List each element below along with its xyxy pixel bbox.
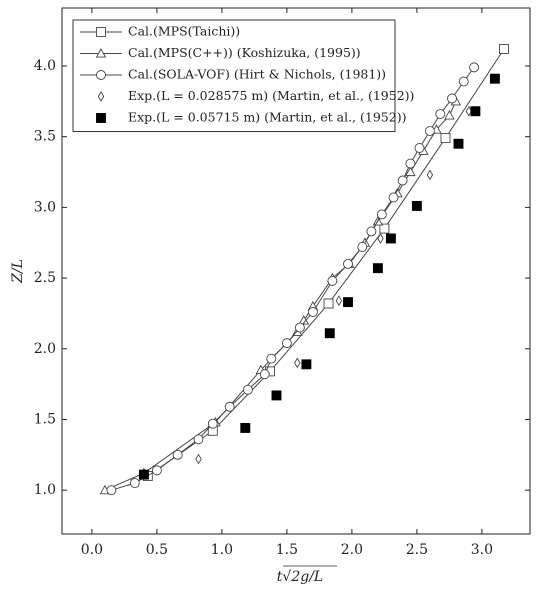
x-tick-label: 1.5	[276, 542, 298, 558]
data-point	[224, 401, 235, 412]
data-point	[301, 359, 312, 370]
data-point	[426, 169, 434, 181]
data-point	[323, 298, 334, 309]
data-point	[106, 485, 117, 496]
data-point	[388, 192, 399, 203]
data-point	[307, 307, 318, 317]
y-tick-label: 2.5	[34, 270, 56, 286]
y-tick-label: 3.0	[34, 199, 56, 215]
data-point	[499, 44, 509, 54]
data-point	[458, 76, 469, 87]
data-point	[281, 338, 292, 349]
y-tick-label: 1.5	[34, 411, 56, 427]
x-axis-label: t√2g/L	[277, 569, 323, 585]
y-tick-label: 1.0	[34, 482, 56, 498]
y-tick-label: 2.0	[34, 341, 56, 357]
legend-box	[72, 19, 396, 132]
x-tick-label: 3.0	[471, 542, 493, 558]
data-point	[405, 158, 416, 169]
data-point	[397, 175, 408, 186]
x-tick-label: 0.5	[146, 542, 168, 558]
data-point	[357, 242, 368, 252]
data-point	[138, 469, 149, 480]
legend-label: Cal.(MPS(Taichi))	[128, 24, 240, 39]
data-point	[343, 258, 353, 269]
data-point	[129, 478, 140, 489]
data-point	[151, 465, 162, 476]
x-tick-label: 2.5	[406, 542, 428, 558]
legend-label: Exp.(L = 0.028575 m) (Martin, et al., (1…	[128, 88, 414, 103]
series-line	[104, 101, 457, 491]
x-tick-label: 0.0	[81, 542, 103, 558]
data-point	[266, 353, 277, 364]
data-point	[195, 453, 202, 465]
data-point	[193, 434, 204, 445]
data-point	[366, 226, 377, 237]
legend-label: Cal.(SOLA-VOF) (Hirt & Nichols, (1981))	[128, 67, 386, 82]
data-point	[335, 295, 343, 307]
data-point	[271, 390, 282, 401]
data-point	[207, 418, 218, 429]
legend-marker	[97, 91, 105, 102]
data-point	[435, 109, 446, 119]
data-point	[411, 201, 422, 211]
data-point	[343, 297, 353, 308]
data-point	[469, 62, 480, 73]
x-tick-label: 2.0	[341, 542, 363, 558]
data-point	[327, 275, 338, 286]
legend-marker	[96, 27, 106, 37]
data-point	[414, 143, 425, 153]
data-point	[440, 133, 451, 144]
data-point	[242, 384, 253, 395]
data-point	[294, 357, 301, 369]
y-tick-label: 3.5	[34, 129, 56, 145]
data-point	[489, 73, 500, 84]
data-point	[377, 233, 384, 244]
data-point	[324, 328, 335, 339]
data-point	[447, 93, 457, 104]
data-point	[172, 449, 183, 460]
y-tick-label: 4.0	[34, 58, 56, 74]
data-point	[294, 322, 305, 333]
data-point	[259, 369, 270, 380]
plot-frame	[61, 7, 531, 535]
data-point	[372, 263, 383, 274]
data-point	[424, 126, 435, 136]
data-point	[444, 110, 455, 120]
data-point	[376, 209, 387, 220]
x-tick-label: 1.0	[211, 542, 233, 558]
legend-label: Cal.(MPS(C++)) (Koshizuka, (1995))	[128, 45, 361, 60]
data-point	[470, 106, 481, 117]
data-point	[379, 223, 390, 234]
legend-label: Exp.(L = 0.05715 m) (Martin, et al., (19…	[128, 110, 406, 125]
y-axis-label: Z/L	[10, 259, 26, 284]
legend-marker	[96, 113, 106, 123]
data-point	[453, 138, 464, 149]
data-point	[240, 423, 251, 433]
data-point	[405, 166, 416, 177]
data-point	[385, 233, 396, 244]
legend-marker	[95, 48, 107, 58]
legend-marker	[96, 70, 106, 80]
